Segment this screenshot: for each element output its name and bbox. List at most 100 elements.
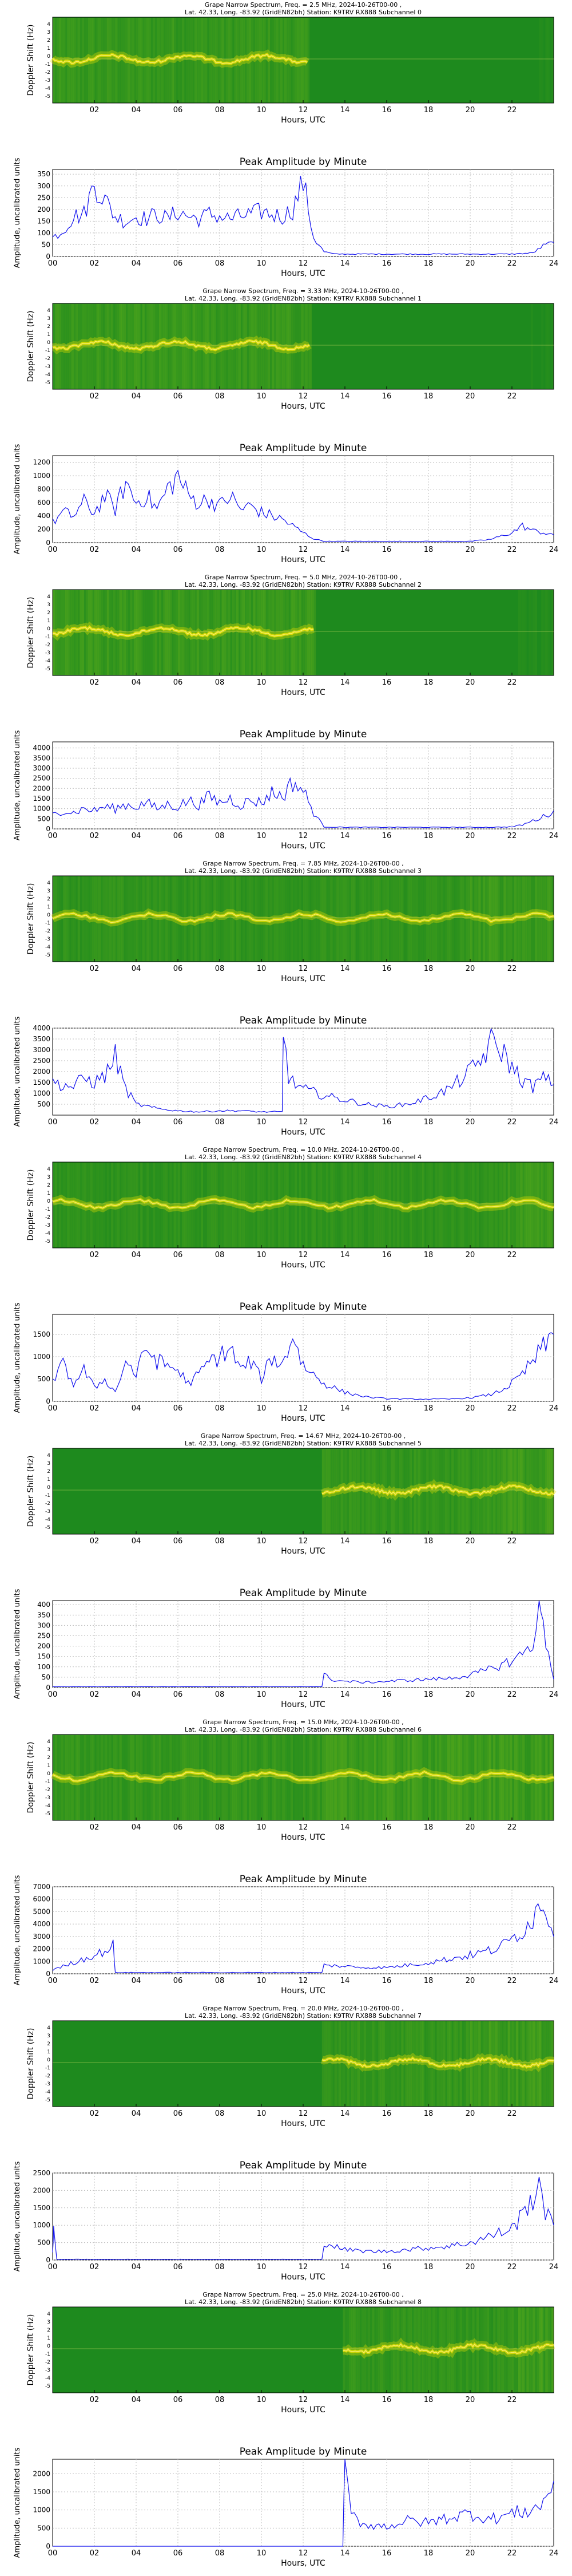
spectrogram-column (484, 2308, 487, 2392)
amplitude-ylabel: Amplitude, uncalibrated units (13, 1589, 22, 1699)
spectrogram-column (165, 304, 168, 389)
spectrogram-column (180, 18, 182, 102)
amplitude-ytick-label: 0 (46, 539, 50, 547)
spectrogram-column (328, 2021, 331, 2106)
spectrogram-column (157, 1735, 160, 1820)
spectrum-ylabel: Doppler Shift (Hz) (26, 1456, 35, 1527)
spectrogram-column (345, 1735, 347, 1820)
spectrogram-column (395, 2308, 398, 2392)
amplitude-ytick-label: 5000 (33, 1907, 50, 1915)
spectrogram-column (459, 876, 462, 961)
spectrum-ytick-label: -2 (45, 1501, 50, 1507)
spectrogram-column (336, 1735, 339, 1820)
amplitude-ytick-label: 500 (37, 1100, 50, 1108)
spectrogram-column (449, 2021, 452, 2106)
spectrogram-column (109, 304, 112, 389)
spectrogram-column (451, 1735, 454, 1820)
spectrogram-column (359, 1163, 362, 1247)
spectrogram-column (71, 590, 74, 675)
location-line: Lat. 42.33, Long. -83.92 (GridEN82bh) St… (185, 2298, 376, 2306)
amplitude-ytick-label: 4000 (33, 1024, 50, 1032)
spectrogram-column (453, 1163, 456, 1247)
spectrogram-column (76, 1163, 78, 1247)
amplitude-ytick-label: 150 (37, 217, 50, 225)
spectrogram-column (280, 1735, 283, 1820)
spectrogram-column (551, 1449, 554, 1534)
amplitude-xtick-label: 08 (215, 546, 225, 554)
spectrogram-column (138, 876, 141, 961)
spectrogram-column (215, 1163, 218, 1247)
spectrogram-column (464, 2308, 466, 2392)
amplitude-ytick-label: 1000 (33, 805, 50, 813)
spectrum-xtick-label: 02 (90, 1537, 100, 1546)
spectrogram-column (96, 1163, 99, 1247)
spectrum-xtick-label: 06 (173, 965, 183, 973)
spectrogram-column (111, 1735, 114, 1820)
spectrogram-column (458, 2308, 460, 2392)
spectrogram-column (76, 876, 78, 961)
spectrogram-column (98, 590, 101, 675)
chart-block-4: Grape Narrow Spectrum, Freq. = 10.0 MHz,… (13, 1146, 558, 1423)
amplitude-xtick-label: 08 (215, 1404, 225, 1413)
spectrogram-column (440, 1449, 443, 1534)
spectrum-xlabel: Hours, UTC (281, 116, 325, 125)
spectrogram-column (80, 590, 82, 675)
spectrogram-column (440, 1163, 443, 1247)
spectrum-title: Grape Narrow Spectrum, Freq. = 7.85 MHz,… (202, 860, 404, 867)
amplitude-ylabel: Amplitude, uncalibrated units (13, 1302, 22, 1413)
spectrogram-column (495, 2021, 498, 2106)
spectrogram-column (265, 1735, 268, 1820)
spectrum-xtick-label: 06 (173, 392, 183, 401)
spectrogram-column (142, 590, 145, 675)
spectrogram-column (176, 18, 178, 102)
amplitude-ytick-label: 1500 (33, 2488, 50, 2496)
spectrogram-column (507, 1735, 510, 1820)
spectrum-ytick-label: -4 (45, 1231, 50, 1236)
spectrum-title: Grape Narrow Spectrum, Freq. = 15.0 MHz,… (202, 1718, 404, 1726)
amplitude-xtick-label: 00 (48, 1977, 58, 1985)
spectrogram-column (106, 1735, 109, 1820)
spectrogram-column (192, 590, 195, 675)
spectrogram-column (547, 2021, 550, 2106)
spectrogram-column (424, 1449, 427, 1534)
spectrogram-column (102, 1163, 105, 1247)
spectrogram-column (182, 876, 185, 961)
spectrogram-column (297, 876, 299, 961)
spectrogram-column (537, 2308, 539, 2392)
amplitude-series-line (52, 1028, 554, 1113)
spectrogram-column (343, 1449, 345, 1534)
spectrogram-column (161, 876, 164, 961)
spectrum-xlabel: Hours, UTC (281, 402, 325, 411)
spectrogram-column (397, 2308, 400, 2392)
spectrogram-column (414, 1735, 416, 1820)
spectrogram-column (551, 304, 554, 389)
spectrogram-column (545, 1735, 548, 1820)
spectrogram-column (268, 1735, 270, 1820)
spectrum-ytick-label: -5 (45, 1811, 50, 1817)
spectrogram-column (84, 590, 86, 675)
spectrogram-column (251, 304, 253, 389)
spectrogram-column (255, 590, 257, 675)
spectrogram-column (124, 18, 126, 102)
spectrogram-column (368, 2021, 370, 2106)
spectrum-ytick-label: -2 (45, 1787, 50, 1793)
spectrogram-column (439, 1163, 442, 1247)
spectrogram-column (240, 304, 243, 389)
spectrogram-column (328, 1163, 331, 1247)
spectrogram-column (291, 304, 293, 389)
spectrogram-column (393, 876, 395, 961)
spectrogram-column (549, 2308, 552, 2392)
chart-block-7: Grape Narrow Spectrum, Freq. = 20.0 MHz,… (13, 2005, 558, 2282)
spectrogram-column (497, 2021, 500, 2106)
location-line: Lat. 42.33, Long. -83.92 (GridEN82bh) St… (185, 295, 376, 302)
spectrogram-column (455, 1163, 458, 1247)
spectrogram-column (506, 1449, 508, 1534)
spectrogram-column (480, 1163, 483, 1247)
spectrogram-column (198, 1735, 201, 1820)
spectrum-title: Grape Narrow Spectrum, Freq. = 14.67 MHz… (201, 1432, 406, 1440)
spectrogram-column (180, 1735, 182, 1820)
spectrum-xtick-label: 14 (340, 678, 350, 687)
spectrogram-column (92, 590, 95, 675)
amplitude-xtick-label: 22 (507, 832, 517, 840)
spectrum-xtick-label: 06 (173, 106, 183, 114)
